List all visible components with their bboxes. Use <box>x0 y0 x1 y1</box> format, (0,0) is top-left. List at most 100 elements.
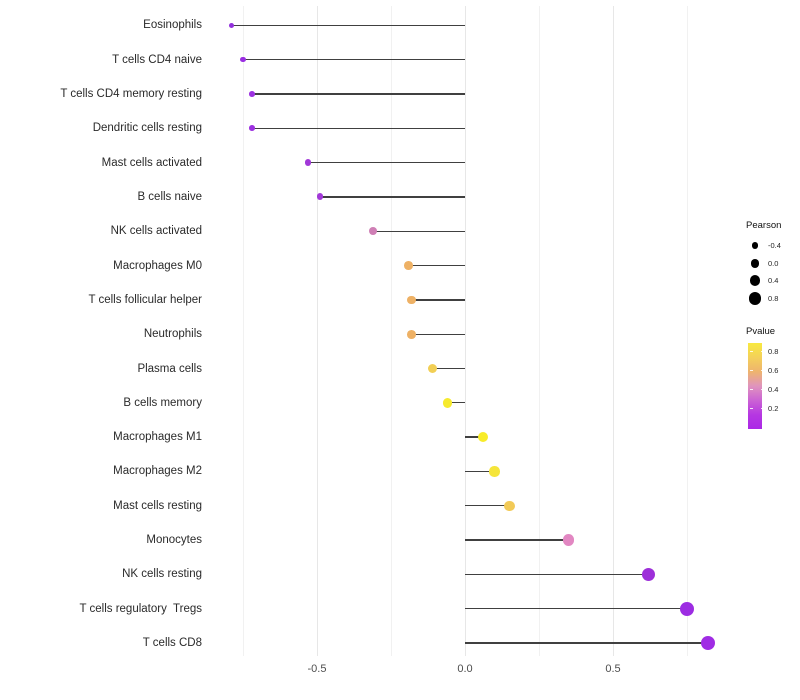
size-legend-title: Pearson <box>746 220 782 231</box>
size-legend-entry: -0.4 <box>746 237 800 255</box>
category-label: NK cells resting <box>122 568 202 581</box>
lollipop-stem <box>465 539 569 541</box>
gridline-minor <box>243 6 244 656</box>
lollipop-point <box>240 56 246 63</box>
gridline-minor <box>687 6 688 656</box>
colorbar-tick <box>761 408 764 409</box>
lollipop-point <box>504 500 515 512</box>
size-legend-entry: 0.8 <box>746 290 800 308</box>
lollipop-point <box>442 398 452 408</box>
category-label: NK cells activated <box>110 225 202 238</box>
lollipop-point <box>700 635 715 651</box>
size-legend-label: -0.4 <box>768 241 781 251</box>
lollipop-stem <box>465 573 649 576</box>
lollipop-stem <box>251 93 465 95</box>
colorbar-tick <box>761 351 764 352</box>
gridline-minor <box>391 6 392 656</box>
lollipop-stem <box>465 505 510 507</box>
colorbar-label: 0.4 <box>768 385 779 394</box>
category-label: Macrophages M2 <box>113 465 202 478</box>
colorbar-tick <box>761 370 764 371</box>
lollipop-point <box>477 432 488 443</box>
lollipop-stem <box>231 24 465 26</box>
colorbar-tick <box>750 408 753 409</box>
gridline-major <box>317 6 318 656</box>
size-legend-label: 0.4 <box>768 276 779 286</box>
size-legend-dot-cell <box>746 292 764 305</box>
size-legend-entries: -0.4 0.0 0.4 0.8 <box>746 237 800 307</box>
x-tick-label: -0.5 <box>307 663 327 675</box>
colorbar-labels: 0.8 0.6 0.4 0.2 <box>746 343 800 429</box>
lollipop-stem <box>319 196 465 198</box>
lollipop-point <box>641 567 656 581</box>
colorbar-label: 0.8 <box>768 347 779 356</box>
size-legend-dot-cell <box>746 258 764 268</box>
color-legend: Pvalue 0.8 0.6 0.4 0.2 <box>746 326 800 429</box>
lollipop-stem <box>465 608 687 610</box>
category-label: Dendritic cells resting <box>92 122 202 135</box>
lollipop-point <box>427 363 437 374</box>
lollipop-stem <box>373 230 465 232</box>
lollipop-point <box>369 227 378 236</box>
lollipop-point <box>304 159 312 166</box>
lollipop-stem <box>243 58 465 61</box>
category-label: B cells naive <box>137 190 202 203</box>
size-legend-dot-cell <box>746 275 764 287</box>
category-label: Macrophages M1 <box>113 431 202 444</box>
lollipop-point <box>489 466 500 477</box>
category-label: T cells CD4 memory resting <box>60 87 202 100</box>
lollipop-point <box>228 22 234 28</box>
size-legend-dot <box>750 258 760 268</box>
lollipop-point <box>407 329 417 339</box>
category-label: T cells CD4 naive <box>112 53 202 66</box>
lollipop-stem <box>408 264 465 267</box>
category-label: Mast cells activated <box>101 156 202 169</box>
category-label: T cells CD8 <box>142 637 202 650</box>
lollipop-point <box>404 261 414 270</box>
size-legend-entry: 0.0 <box>746 255 800 273</box>
category-label: Eosinophils <box>143 19 202 32</box>
lollipop-stem <box>447 402 465 404</box>
lollipop-point <box>562 534 575 546</box>
colorbar-tick <box>750 389 753 390</box>
size-legend-dot <box>748 292 762 305</box>
category-label: Neutrophils <box>143 328 202 341</box>
colorbar-tick <box>750 351 753 352</box>
size-legend-dot <box>751 242 759 250</box>
size-legend-label: 0.0 <box>768 258 779 268</box>
lollipop-stem <box>308 161 465 164</box>
gridline-minor <box>539 6 540 656</box>
lollipop-stem <box>465 642 708 644</box>
size-legend-dot-cell <box>746 242 764 250</box>
size-legend-label: 0.8 <box>768 293 779 303</box>
lollipop-stem <box>465 470 495 473</box>
lollipop-point <box>407 295 417 305</box>
category-label: T cells regulatory Tregs <box>79 602 202 615</box>
size-legend-dot <box>749 275 761 287</box>
gridline-major <box>613 6 614 656</box>
category-label: Macrophages M0 <box>113 259 202 272</box>
lollipop-stem <box>432 367 465 370</box>
lollipop-stem <box>465 436 483 438</box>
lollipop-point <box>316 193 324 201</box>
x-tick-label: 0.5 <box>605 663 621 675</box>
x-tick-label: 0.0 <box>457 663 473 675</box>
colorbar-label: 0.2 <box>768 404 779 413</box>
category-label: B cells memory <box>123 396 202 409</box>
colorbar-tick <box>761 389 764 390</box>
gridline-major <box>465 6 466 656</box>
category-label: Monocytes <box>146 534 202 547</box>
size-legend-entry: 0.4 <box>746 272 800 290</box>
color-legend-title: Pvalue <box>746 326 776 337</box>
colorbar-label: 0.6 <box>768 366 779 375</box>
category-label: T cells follicular helper <box>88 293 202 306</box>
category-label: Mast cells resting <box>113 499 202 512</box>
lollipop-point <box>680 601 694 616</box>
pvalue-colorbar <box>748 343 764 429</box>
lollipop-point <box>249 125 255 132</box>
category-label: Plasma cells <box>137 362 202 375</box>
lollipop-stem <box>251 127 465 129</box>
lollipop-stem <box>411 333 465 335</box>
size-legend: Pearson -0.4 0.0 0.4 0.8 <box>746 220 800 307</box>
